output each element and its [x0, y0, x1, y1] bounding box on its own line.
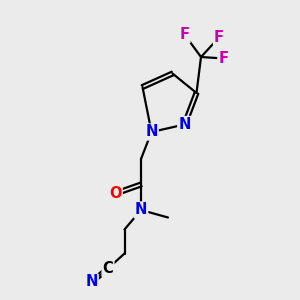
Text: N: N — [145, 124, 158, 140]
Text: F: F — [218, 51, 229, 66]
Text: N: N — [85, 274, 98, 290]
Text: N: N — [178, 117, 191, 132]
Text: N: N — [135, 202, 147, 217]
Text: O: O — [109, 186, 122, 201]
Text: F: F — [214, 30, 224, 45]
Text: C: C — [103, 261, 113, 276]
Text: F: F — [179, 27, 190, 42]
